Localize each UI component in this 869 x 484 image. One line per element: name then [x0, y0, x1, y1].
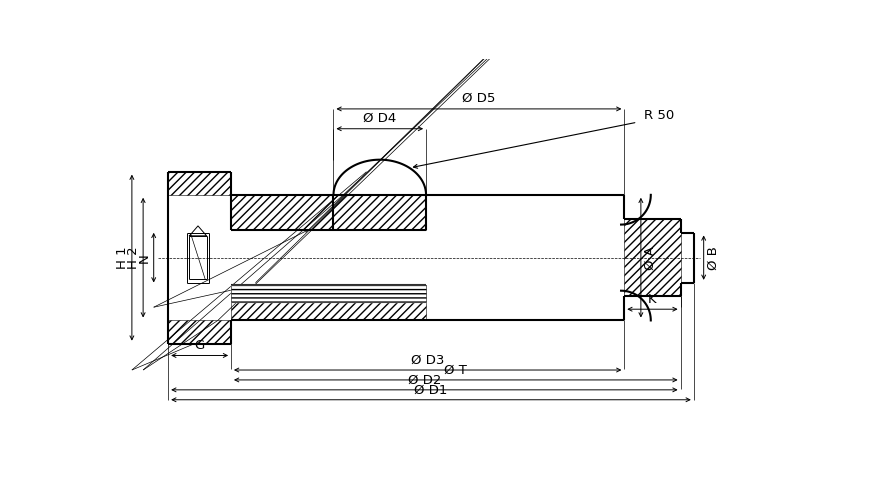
Polygon shape [168, 172, 231, 195]
Polygon shape [168, 320, 231, 344]
Polygon shape [231, 286, 426, 320]
Text: Ø D4: Ø D4 [362, 112, 396, 125]
Text: Ø T: Ø T [444, 363, 467, 377]
Text: H 2: H 2 [128, 246, 140, 269]
Polygon shape [624, 219, 680, 296]
Text: Ø D3: Ø D3 [410, 354, 444, 367]
Polygon shape [231, 286, 426, 302]
Text: Ø A: Ø A [643, 246, 656, 270]
Text: H 1: H 1 [116, 246, 129, 269]
Text: Ø B: Ø B [706, 246, 719, 270]
Text: Ø D1: Ø D1 [414, 383, 448, 396]
Text: N: N [138, 253, 151, 262]
Text: Ø D5: Ø D5 [461, 92, 495, 105]
Polygon shape [231, 195, 426, 230]
Text: G: G [195, 339, 204, 352]
Text: R 50: R 50 [643, 109, 673, 122]
Text: Ø D2: Ø D2 [408, 374, 441, 387]
Text: K: K [647, 293, 656, 306]
